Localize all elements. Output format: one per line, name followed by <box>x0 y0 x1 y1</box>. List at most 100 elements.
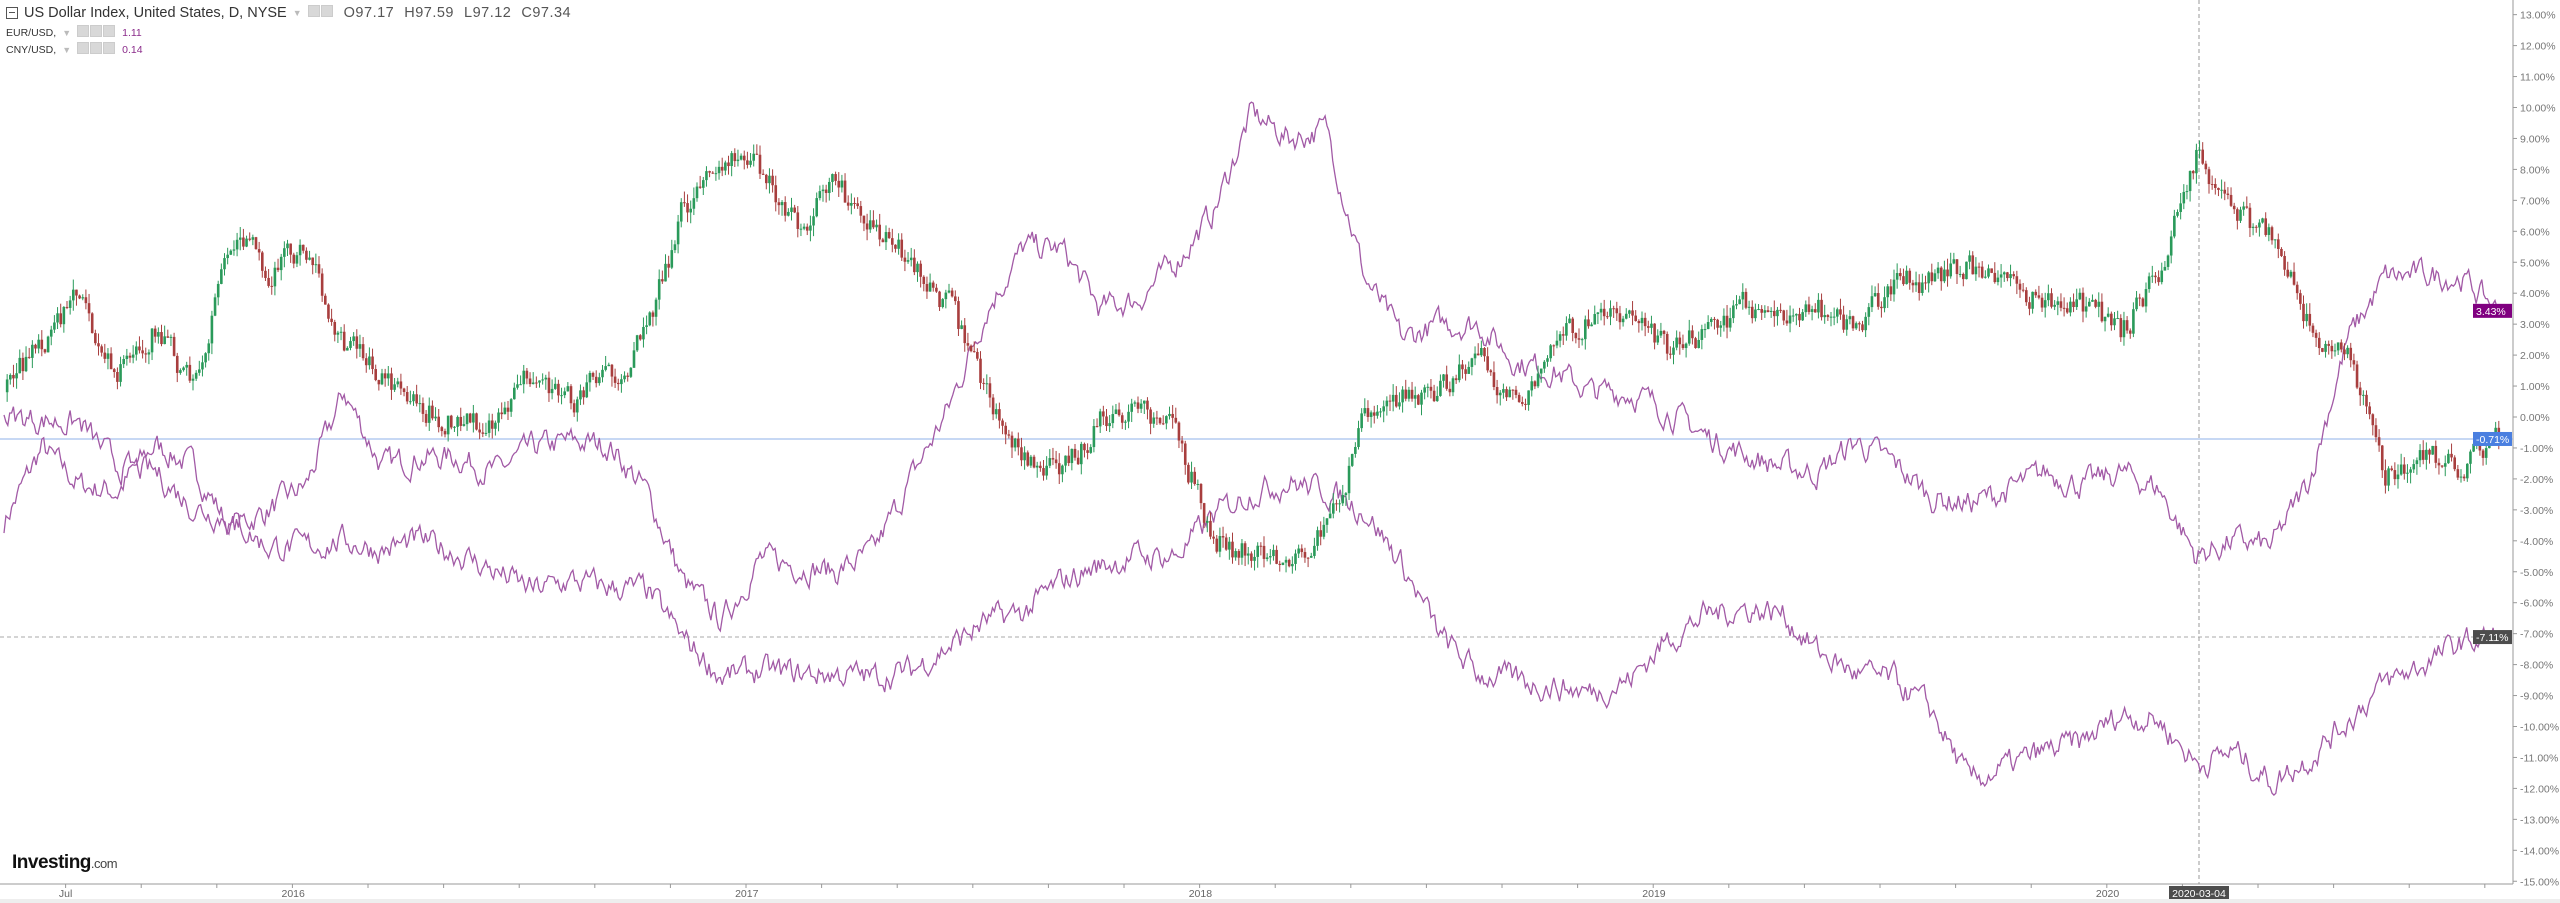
candle-up <box>465 413 469 425</box>
candle-down <box>2283 255 2286 270</box>
candle-up <box>15 373 18 379</box>
candle-down <box>144 353 148 355</box>
candle-up <box>1640 317 1644 324</box>
candle-down <box>59 313 62 325</box>
candle-up <box>1111 414 1115 424</box>
candle-down <box>1725 315 1729 328</box>
candle-down <box>305 250 308 260</box>
candle-up <box>387 373 390 379</box>
candle-down <box>1533 381 1537 387</box>
candle-down <box>2440 465 2444 467</box>
candle-down <box>1524 403 1527 405</box>
y-tick-label: 9.00% <box>2520 133 2550 145</box>
last-value-badge <box>2473 303 2512 318</box>
collapse-icon[interactable] <box>6 7 18 19</box>
candle-up <box>1473 353 1477 359</box>
gear-icon[interactable] <box>90 42 103 54</box>
candle-down <box>569 386 573 404</box>
candle-up <box>1656 335 1660 343</box>
candle-up <box>210 315 214 344</box>
candle-up <box>5 379 9 393</box>
candle-up <box>1240 543 1244 558</box>
candle-up <box>1451 378 1455 393</box>
candle-down <box>2248 207 2252 228</box>
candle-down <box>84 297 88 304</box>
candle-up <box>2443 463 2447 467</box>
y-tick-label: -8.00% <box>2520 660 2553 672</box>
candle-down <box>1410 389 1414 399</box>
investing-logo[interactable]: Investing.com <box>12 852 118 874</box>
study-legend-cnyusd: CNY/USD, ▼ 0.14 <box>6 41 571 58</box>
candle-up <box>2220 189 2223 191</box>
candle-up <box>831 174 834 182</box>
candle-up <box>1048 458 1052 466</box>
candle-up <box>1092 426 1096 448</box>
candle-down <box>1521 402 1524 404</box>
candle-down <box>1917 282 1921 294</box>
candle-down <box>324 295 327 305</box>
candle-up <box>198 369 201 373</box>
candle-up <box>1357 428 1360 447</box>
close-icon[interactable] <box>103 25 116 37</box>
study-value: 0.14 <box>122 43 143 56</box>
candle-up <box>768 175 771 184</box>
candle-up <box>1426 386 1430 388</box>
x-tick-label: 2016 <box>281 888 305 900</box>
candle-down <box>1158 417 1162 424</box>
candle-up <box>1867 307 1871 317</box>
candle-up <box>1064 455 1067 466</box>
candle-down <box>138 346 141 351</box>
candle-up <box>1593 314 1597 325</box>
eye-icon[interactable] <box>307 5 320 17</box>
candle-down <box>2380 445 2384 471</box>
chevron-down-icon[interactable]: ▼ <box>62 27 72 38</box>
close-icon[interactable] <box>103 42 116 54</box>
candle-down <box>686 203 689 213</box>
candle-down <box>242 237 245 247</box>
chevron-down-icon[interactable]: ▼ <box>62 44 72 55</box>
candle-up <box>1467 366 1471 374</box>
gear-icon[interactable] <box>90 25 103 37</box>
candle-up <box>150 328 154 353</box>
candle-up <box>642 326 645 340</box>
candle-down <box>320 273 324 296</box>
candle-down <box>254 237 258 250</box>
candle-up <box>1098 411 1102 427</box>
candle-up <box>1958 273 1962 275</box>
candle-up <box>62 306 66 325</box>
candle-down <box>1643 317 1647 327</box>
candle-down <box>2403 464 2406 474</box>
candle-up <box>739 155 743 160</box>
candle-down <box>2037 295 2041 298</box>
candle-up <box>1738 299 1741 305</box>
eye-icon[interactable] <box>77 42 90 54</box>
candle-up <box>516 384 519 388</box>
candle-up <box>736 159 740 162</box>
candle-up <box>409 401 412 403</box>
candle-down <box>1694 338 1697 348</box>
eye-icon[interactable] <box>77 25 90 37</box>
candle-up <box>1070 448 1074 464</box>
candle-down <box>2125 320 2129 331</box>
candle-up <box>229 250 233 255</box>
candle-up <box>1747 306 1751 308</box>
candle-up <box>314 264 318 266</box>
candle-down <box>998 409 1001 421</box>
chevron-down-icon[interactable]: ▼ <box>292 8 302 18</box>
candle-up <box>503 407 507 415</box>
reference-lines: 2020-03-04 <box>0 0 2513 901</box>
candle-up <box>1763 310 1767 313</box>
candle-up <box>1284 559 1288 563</box>
candle-down <box>1750 306 1754 319</box>
candle-up <box>125 355 129 360</box>
candle-down <box>881 239 885 243</box>
candle-down <box>1287 559 1291 567</box>
candle-up <box>909 257 913 261</box>
candle-up <box>994 409 998 415</box>
candle-up <box>1546 358 1549 362</box>
gear-icon[interactable] <box>320 5 333 17</box>
candle-down <box>1839 309 1842 315</box>
candle-down <box>2453 457 2456 470</box>
candle-down <box>1209 520 1212 537</box>
